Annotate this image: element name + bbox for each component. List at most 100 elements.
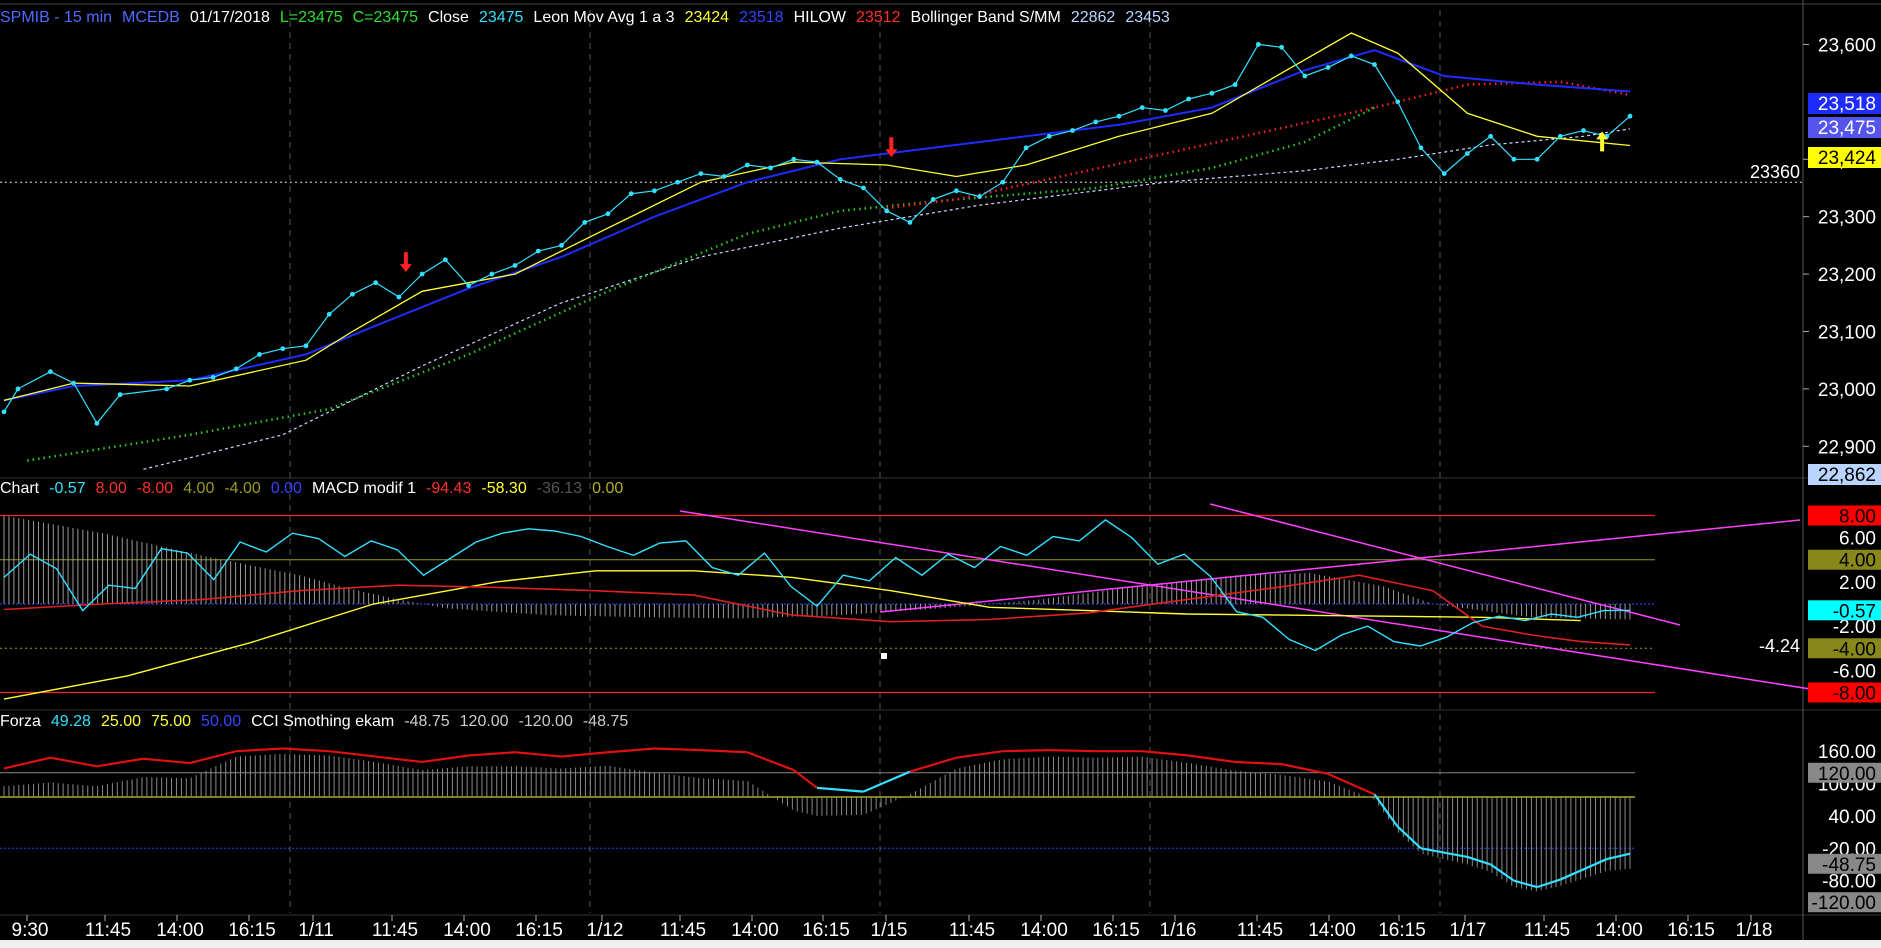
price-header-item-2: 01/17/2018 (189, 9, 270, 26)
price-value-badge-1 (1808, 117, 1881, 138)
close-point-22 (535, 248, 541, 254)
cci-line-segment-7 (329, 750, 376, 758)
close-point-65 (1534, 156, 1540, 162)
cci-line-segment-17 (793, 769, 818, 789)
macd-header-item-8: -94.43 (425, 480, 472, 497)
macd-level-badge-4 (1808, 682, 1881, 703)
time-tick-label-8: 1/12 (587, 920, 624, 941)
cci-header-item-5: CCI Smothing ekam (251, 713, 395, 730)
time-tick-label-13: 11:45 (949, 920, 995, 941)
close-point-67 (1581, 128, 1586, 133)
cci-header-item-6: -48.75 (404, 713, 450, 730)
price-value-badge-label-3: 22,862 (1818, 465, 1876, 486)
macd-level-badge-1 (1808, 549, 1881, 570)
cci-line-segment-5 (236, 747, 283, 753)
close-point-24 (582, 220, 588, 225)
cci-panel-header: Forza 49.28 25.00 75.00 50.00 CCI Smothing ek… (0, 713, 638, 731)
close-point-61 (1441, 171, 1447, 177)
cci-header-item-9: -48.75 (582, 713, 629, 730)
cci-y-tick-label-4: -80.00 (1822, 872, 1876, 893)
close-point-38 (907, 220, 913, 225)
cci-header-item-3: 75.00 (151, 713, 192, 730)
time-tick-label-9: 11:45 (660, 920, 706, 941)
price-header-item-7: Leon Mov Avg 1 a 3 (533, 9, 675, 26)
cci-line-segment-14 (654, 747, 701, 752)
close-point-1 (15, 386, 21, 392)
cci-y-tick-label-2: 40.00 (1828, 807, 1876, 828)
close-point-13 (326, 311, 332, 317)
cci-line-segment-15 (700, 749, 748, 754)
macd-header-item-7: MACD modif 1 (311, 480, 416, 497)
close-point-6 (164, 386, 170, 392)
time-tick-label-1: 11:45 (85, 920, 131, 941)
close-point-34 (814, 159, 820, 165)
cci-line-segment-9 (421, 754, 469, 764)
close-point-21 (512, 263, 518, 268)
time-tick-label-2: 14:00 (156, 920, 204, 941)
close-point-8 (210, 375, 216, 380)
macd-header-item-3: -8.00 (136, 480, 174, 497)
cci-line-segment-35 (1513, 879, 1538, 889)
cci-line-segment-30 (1373, 793, 1399, 828)
macd-level-badge-label-2: -0.57 (1833, 601, 1876, 622)
close-point-62 (1465, 151, 1470, 156)
price-header-item-6: 23475 (478, 9, 524, 26)
cci-line-segment-32 (1420, 847, 1468, 858)
macd-panel-header: Chart -0.57 8.00 -8.00 4.00 -4.00 0.00 MACD mod… (0, 480, 633, 498)
hilow-resistance-line (886, 80, 1631, 210)
close-point-42 (1000, 179, 1006, 185)
macd-header-item-11: 0.00 (592, 480, 624, 497)
macd-header-item-4: 4.00 (183, 480, 215, 497)
close-point-3 (71, 380, 77, 386)
close-point-5 (117, 392, 123, 398)
cci-line-segment-37 (1559, 858, 1608, 881)
price-value-badge-0 (1808, 93, 1881, 114)
macd-y-tick-label-2: -2.00 (1833, 617, 1876, 638)
close-point-50 (1186, 96, 1192, 102)
price-header-item-1: MCEDB (122, 9, 180, 26)
cci-line-segment-1 (50, 756, 98, 768)
cci-line-segment-10 (468, 751, 516, 757)
cci-header-item-1: 49.28 (50, 713, 91, 730)
time-tick-label-19: 16:15 (1378, 920, 1426, 941)
yellow-ma-line (3, 32, 1631, 402)
cci-level-badge-0 (1808, 762, 1881, 783)
cci-line-segment-2 (96, 757, 144, 768)
close-point-69 (1627, 113, 1633, 119)
price-header-item-4: C=23475 (352, 9, 419, 26)
close-point-32 (768, 165, 773, 171)
horizontal-level-label: 23360 (1750, 162, 1800, 182)
price-header-item-13: 22862 (1070, 9, 1116, 26)
close-point-30 (721, 174, 727, 179)
price-y-tick-label-2: 23,100 (1818, 322, 1876, 343)
time-tick-label-6: 14:00 (443, 920, 491, 941)
macd-y-tick-label-0: 6.00 (1839, 529, 1876, 550)
price-y-tick-label-0: 22,900 (1818, 437, 1876, 458)
close-point-48 (1139, 105, 1145, 110)
cci-level-badge-2 (1808, 892, 1881, 913)
time-tick-label-4: 1/11 (298, 920, 334, 941)
close-point-43 (1023, 145, 1029, 151)
close-point-29 (698, 171, 704, 177)
time-tick-label-18: 14:00 (1308, 920, 1356, 941)
cci-line-segment-38 (1606, 852, 1631, 861)
macd-y-tick-label-3: -6.00 (1833, 661, 1876, 682)
cci-line-segment-12 (561, 751, 609, 758)
close-point-44 (1046, 133, 1052, 139)
price-y-tick-label-6: 23,600 (1818, 35, 1876, 56)
close-point-49 (1163, 108, 1168, 113)
price-value-badge-3 (1808, 464, 1881, 485)
trendline-2 (1209, 503, 1681, 626)
close-point-35 (837, 176, 843, 182)
close-point-63 (1488, 133, 1494, 139)
cci-level-badge-label-2: -120.00 (1812, 893, 1876, 914)
time-tick-label-20: 1/17 (1450, 920, 1487, 941)
close-point-54 (1279, 44, 1284, 50)
time-tick-label-17: 11:45 (1237, 920, 1283, 941)
bottom-scrollbar[interactable] (0, 940, 1881, 948)
cci-line-segment-34 (1489, 863, 1515, 882)
price-header-item-9: 23518 (739, 9, 784, 26)
time-tick-label-21: 11:45 (1524, 920, 1570, 941)
hilow-support-line (27, 106, 1376, 462)
